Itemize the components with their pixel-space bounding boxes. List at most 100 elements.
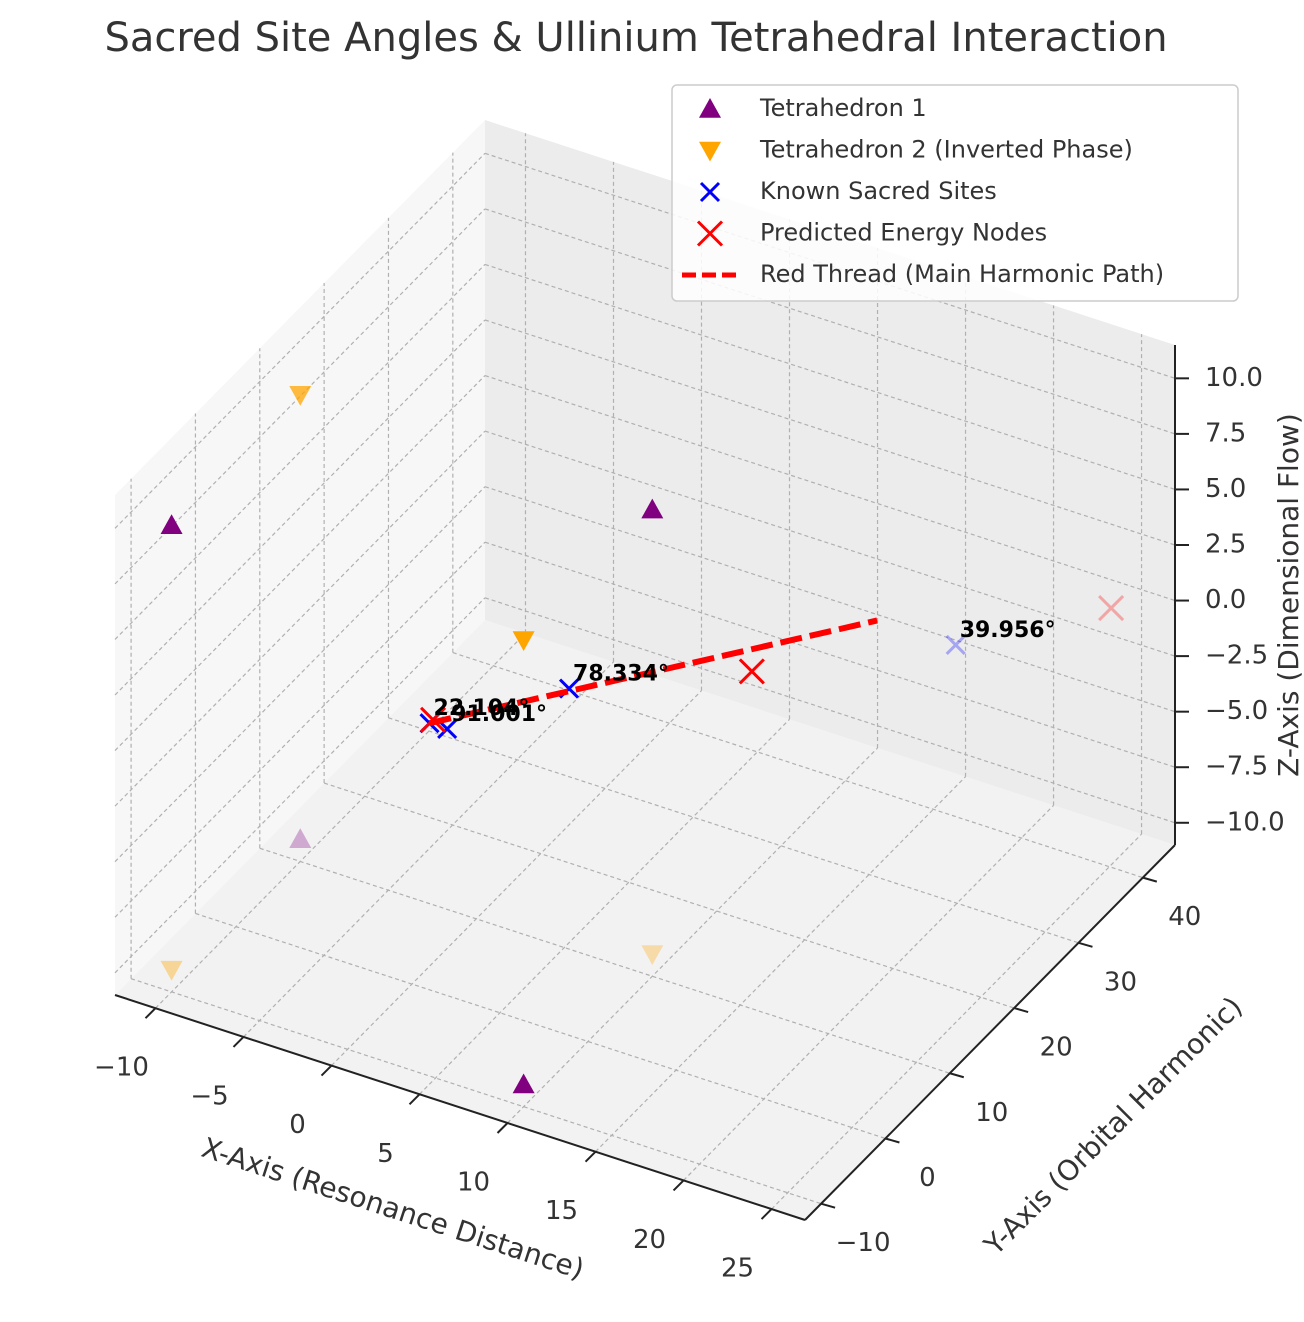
floor-pane bbox=[115, 620, 1175, 1220]
grid-line bbox=[331, 690, 702, 1067]
grid-line bbox=[507, 747, 878, 1124]
left-pane bbox=[115, 120, 485, 995]
legend-label: Predicted Energy Nodes bbox=[760, 219, 1047, 247]
angle-label: 22.104° bbox=[434, 696, 530, 721]
z-tick-label: −7.5 bbox=[1205, 752, 1268, 782]
legend: Tetrahedron 1 Tetrahedron 2 (Inverted Pha… bbox=[671, 84, 1239, 302]
z-tick-label: −5.0 bbox=[1205, 696, 1268, 726]
y-tick-label: 10 bbox=[975, 1098, 1008, 1128]
triangle-marker bbox=[699, 141, 721, 162]
cross-marker bbox=[738, 658, 765, 685]
grid-line bbox=[484, 374, 1176, 602]
x-tick bbox=[760, 1208, 773, 1220]
x-tick bbox=[584, 1150, 597, 1163]
y-tick bbox=[820, 1202, 836, 1209]
z-tick-label: 10.0 bbox=[1205, 363, 1263, 393]
y-tick-label: 0 bbox=[919, 1163, 936, 1193]
grid-line bbox=[484, 597, 1176, 824]
z-tick-label: 7.5 bbox=[1205, 418, 1246, 448]
y-tick-label: 20 bbox=[1040, 1033, 1073, 1063]
grid-line bbox=[683, 804, 1054, 1181]
triangle-marker bbox=[512, 1073, 535, 1094]
x-tick bbox=[232, 1036, 245, 1048]
grid-line bbox=[243, 661, 614, 1038]
z-tick-label: −10.0 bbox=[1205, 807, 1285, 837]
grid-line bbox=[484, 208, 1176, 435]
y-tick bbox=[949, 1072, 965, 1079]
grid-line bbox=[484, 430, 1176, 657]
grid-line bbox=[114, 208, 486, 585]
grid-line bbox=[484, 319, 1176, 546]
legend-label: Red Thread (Main Harmonic Path) bbox=[760, 260, 1164, 288]
grid-line bbox=[484, 486, 1176, 713]
grid-line bbox=[484, 263, 1176, 491]
triangle-marker bbox=[699, 98, 721, 118]
grid-line bbox=[484, 541, 1176, 768]
axis-line bbox=[114, 994, 806, 1221]
grid-line bbox=[484, 152, 1176, 379]
y-axis-label: Y-Axis (Orbital Harmonic) bbox=[977, 990, 1249, 1262]
x-tick-label: −10 bbox=[94, 1053, 149, 1083]
grid-line bbox=[130, 978, 822, 1205]
x-tick-label: 25 bbox=[721, 1254, 754, 1284]
cross-marker bbox=[696, 220, 724, 247]
triangle-marker bbox=[289, 385, 312, 406]
z-tick-label: 5.0 bbox=[1205, 474, 1246, 504]
cross-marker bbox=[945, 634, 966, 655]
x-tick-label: 15 bbox=[545, 1196, 578, 1226]
y-tick bbox=[1142, 876, 1158, 883]
z-axis-label: Z-Axis (Dimensional Flow) bbox=[1272, 413, 1304, 777]
grid-line bbox=[259, 847, 950, 1074]
y-tick-label: −10 bbox=[836, 1228, 891, 1258]
x-tick-label: −5 bbox=[190, 1081, 228, 1111]
grid-line bbox=[114, 152, 486, 529]
chart-title: Sacred Site Angles & Ullinium Tetrahedra… bbox=[104, 15, 1167, 61]
harmonic-path bbox=[428, 617, 878, 727]
grid-line bbox=[114, 541, 486, 918]
x-tick bbox=[144, 1007, 157, 1019]
grid-line bbox=[195, 912, 886, 1140]
x-tick bbox=[496, 1122, 509, 1134]
cross-marker bbox=[1098, 595, 1125, 622]
triangle-marker bbox=[641, 498, 664, 519]
y-tick bbox=[885, 1137, 900, 1144]
triangle-marker bbox=[160, 514, 183, 535]
grid-line bbox=[114, 597, 486, 974]
x-tick-label: 20 bbox=[633, 1225, 666, 1255]
legend-label: Tetrahedron 1 bbox=[759, 94, 927, 122]
cross-marker bbox=[699, 181, 721, 203]
grid-line bbox=[114, 375, 486, 751]
x-tick-label: 5 bbox=[377, 1139, 394, 1169]
grid-line bbox=[114, 486, 486, 863]
y-tick-label: 30 bbox=[1104, 967, 1137, 997]
grid-line bbox=[419, 718, 790, 1095]
grid-line bbox=[771, 833, 1142, 1210]
grid-line bbox=[595, 776, 966, 1153]
grid-line bbox=[323, 782, 1015, 1009]
triangle-marker bbox=[160, 960, 183, 981]
grid-line bbox=[114, 430, 486, 807]
z-tick-label: −2.5 bbox=[1205, 641, 1268, 671]
y-tick bbox=[1078, 941, 1093, 948]
grid-line bbox=[388, 717, 1079, 944]
z-tick-label: 2.5 bbox=[1205, 530, 1246, 560]
x-tick bbox=[672, 1179, 685, 1192]
x-tick bbox=[408, 1093, 421, 1106]
triangle-marker bbox=[641, 945, 664, 966]
z-tick-label: 0.0 bbox=[1205, 585, 1246, 615]
triangle-marker bbox=[289, 828, 312, 849]
x-tick-label: 0 bbox=[289, 1110, 306, 1140]
x-tick-label: 10 bbox=[457, 1167, 490, 1197]
triangle-marker bbox=[512, 631, 535, 652]
angle-label: 91.001° bbox=[451, 702, 547, 727]
y-tick bbox=[1013, 1007, 1029, 1014]
legend-label: Known Sacred Sites bbox=[760, 177, 997, 205]
legend-label: Tetrahedron 2 (Inverted Phase) bbox=[759, 136, 1133, 164]
angle-label: 39.956° bbox=[960, 618, 1056, 643]
axis-line bbox=[804, 844, 1176, 1221]
y-tick-label: 40 bbox=[1168, 902, 1201, 932]
legend-box bbox=[671, 84, 1239, 302]
x-tick bbox=[320, 1064, 333, 1077]
grid-line bbox=[114, 319, 486, 696]
